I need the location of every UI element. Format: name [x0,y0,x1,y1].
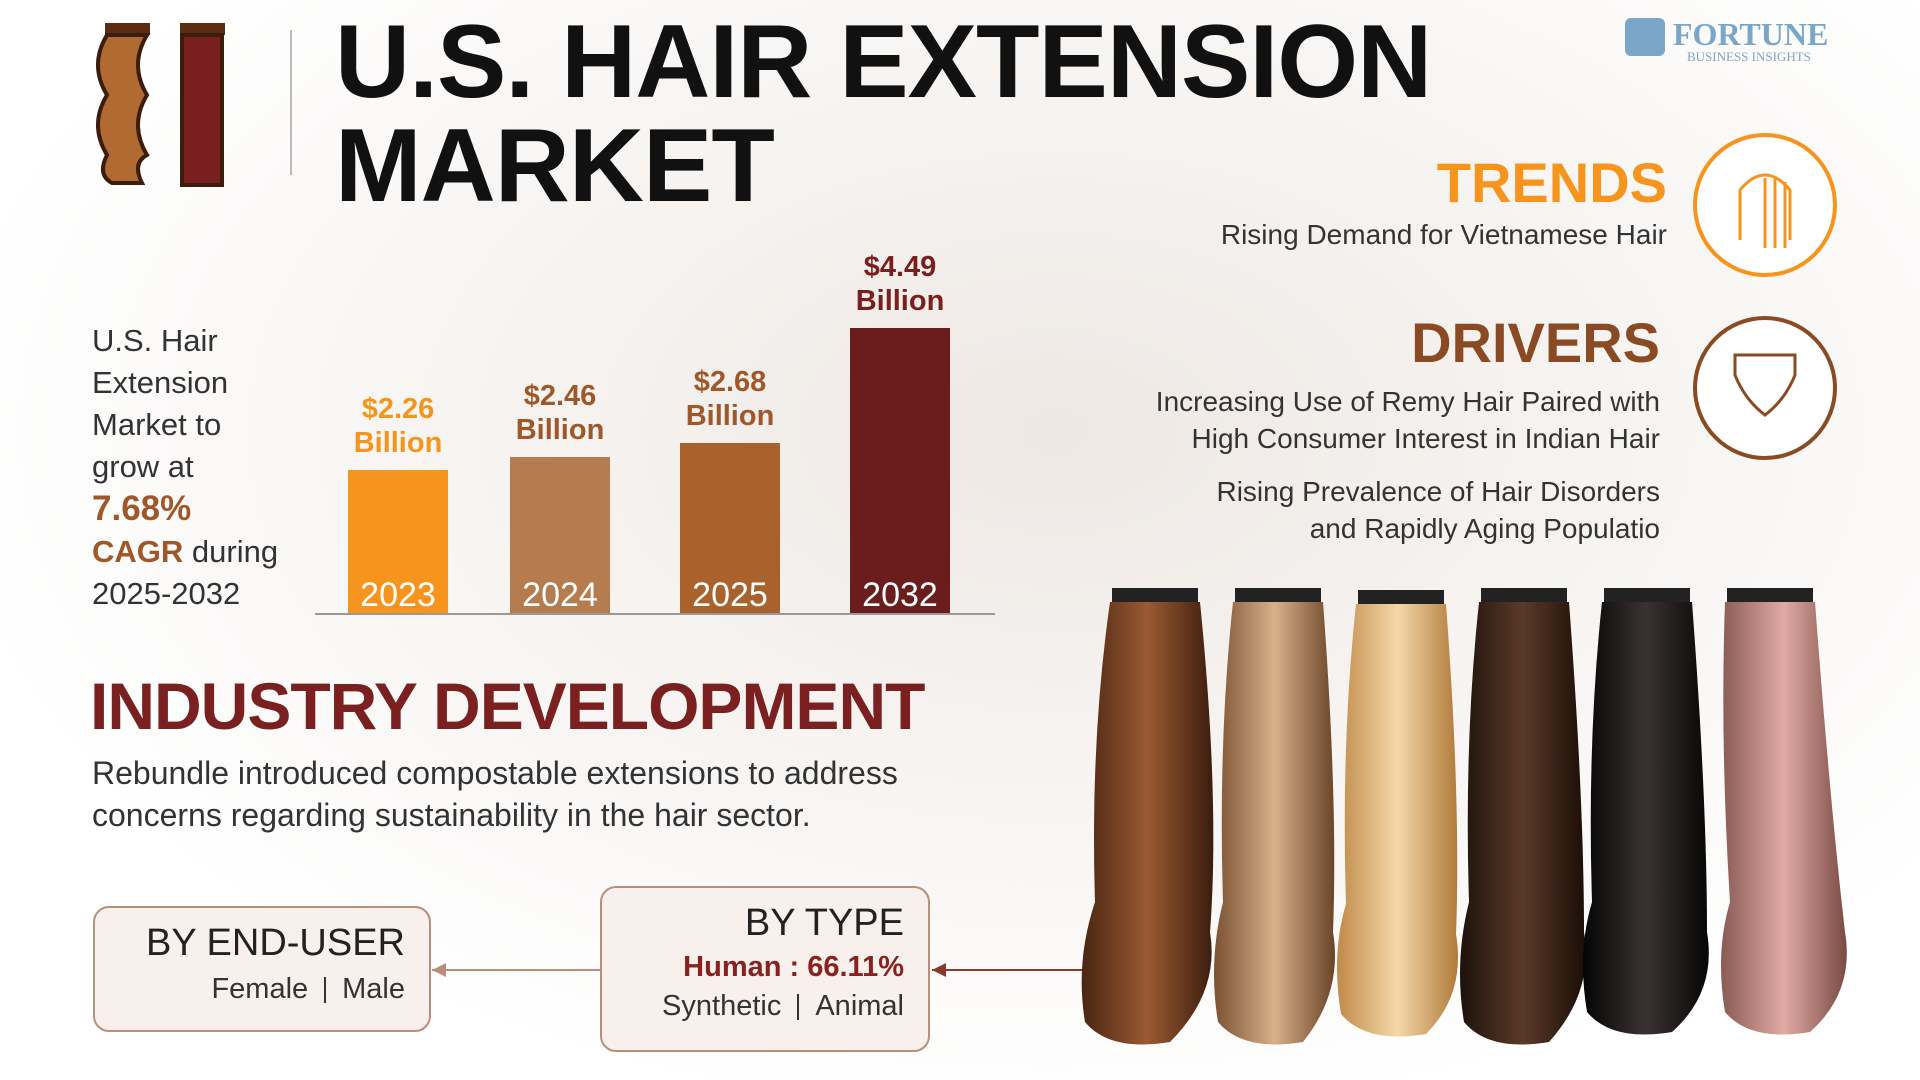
icons [1693,133,1837,460]
x-tick-label: 2032 [862,576,938,614]
driver-item: Increasing Use of Remy Hair Paired with … [1155,386,1660,454]
industry-heading: INDUSTRY DEVELOPMENT [90,669,925,743]
title: U.S. HAIR EXTENSION MARKET [335,4,1432,224]
drivers-heading: DRIVERS [1411,311,1660,374]
bar [510,456,610,613]
industry-text: Rebundle introduced compostable extensio… [92,755,898,833]
type-highlight: Human : 66.11% [683,951,904,983]
baseline [315,613,995,615]
separator [797,994,800,1021]
logo: FORTUNE BUSINESS INSIGHTS [1625,16,1828,65]
divider [290,30,292,175]
separator [324,977,327,1004]
swatch [1337,590,1458,1037]
hair-logo [96,23,225,187]
logo-sub: BUSINESS INSIGHTS [1687,49,1811,64]
type-items: Synthetic Animal [626,990,904,1023]
trends: TRENDS Rising Demand for Vietnamese Hair [1221,150,1667,251]
type-box: BY TYPE Human : 66.11% Synthetic Animal [600,886,930,1052]
cagr-tail: during 2025-2032 [92,534,279,611]
x-tick-label: 2023 [360,576,436,614]
cagr-lead: U.S. Hair Extension Market to grow at [92,323,229,484]
type-item: Animal [815,990,904,1022]
bar-chart: 2023 $2.26 Billion 2024 $2.46 Billion 2025 $2… [315,230,995,615]
cagr-block: U.S. Hair Extension Market to grow at 7.… [92,320,292,615]
cagr-rate: 7.68% [92,489,192,528]
x-tick-label: 2025 [692,576,768,614]
value-label: $4.49 Billion [855,251,945,317]
value-label: $2.68 Billion [685,365,775,432]
logo-icon [1625,18,1665,56]
swatch [1460,588,1586,1045]
swatch [1583,588,1709,1035]
end-user-items: Female Male [119,973,405,1006]
end-user-box: BY END-USER Female Male [93,906,431,1032]
value-label: $2.46 Billion [515,379,605,446]
cagr-label: CAGR [92,534,184,569]
swatch [1081,588,1214,1045]
trends-heading: TRENDS [1436,151,1667,214]
bar [348,469,448,613]
end-user-title: BY END-USER [145,922,405,964]
trends-text: Rising Demand for Vietnamese Hair [1220,219,1667,250]
driver-item: Rising Prevalence of Hair Disorders and … [1216,476,1660,544]
end-user-item: Male [342,973,405,1005]
type-item: Synthetic [662,990,782,1022]
value-label: $2.26 Billion [353,392,443,459]
logo-name: FORTUNE [1673,16,1829,52]
swatch [1214,588,1335,1045]
drivers: DRIVERS Increasing Use of Remy Hair Pair… [1100,310,1660,547]
bar [850,328,950,613]
bar [680,442,780,613]
end-user-item: Female [211,973,309,1005]
hair-swatches [1081,588,1847,1045]
type-title: BY TYPE [744,902,904,944]
x-tick-label: 2024 [522,576,598,614]
swatch [1721,588,1847,1035]
